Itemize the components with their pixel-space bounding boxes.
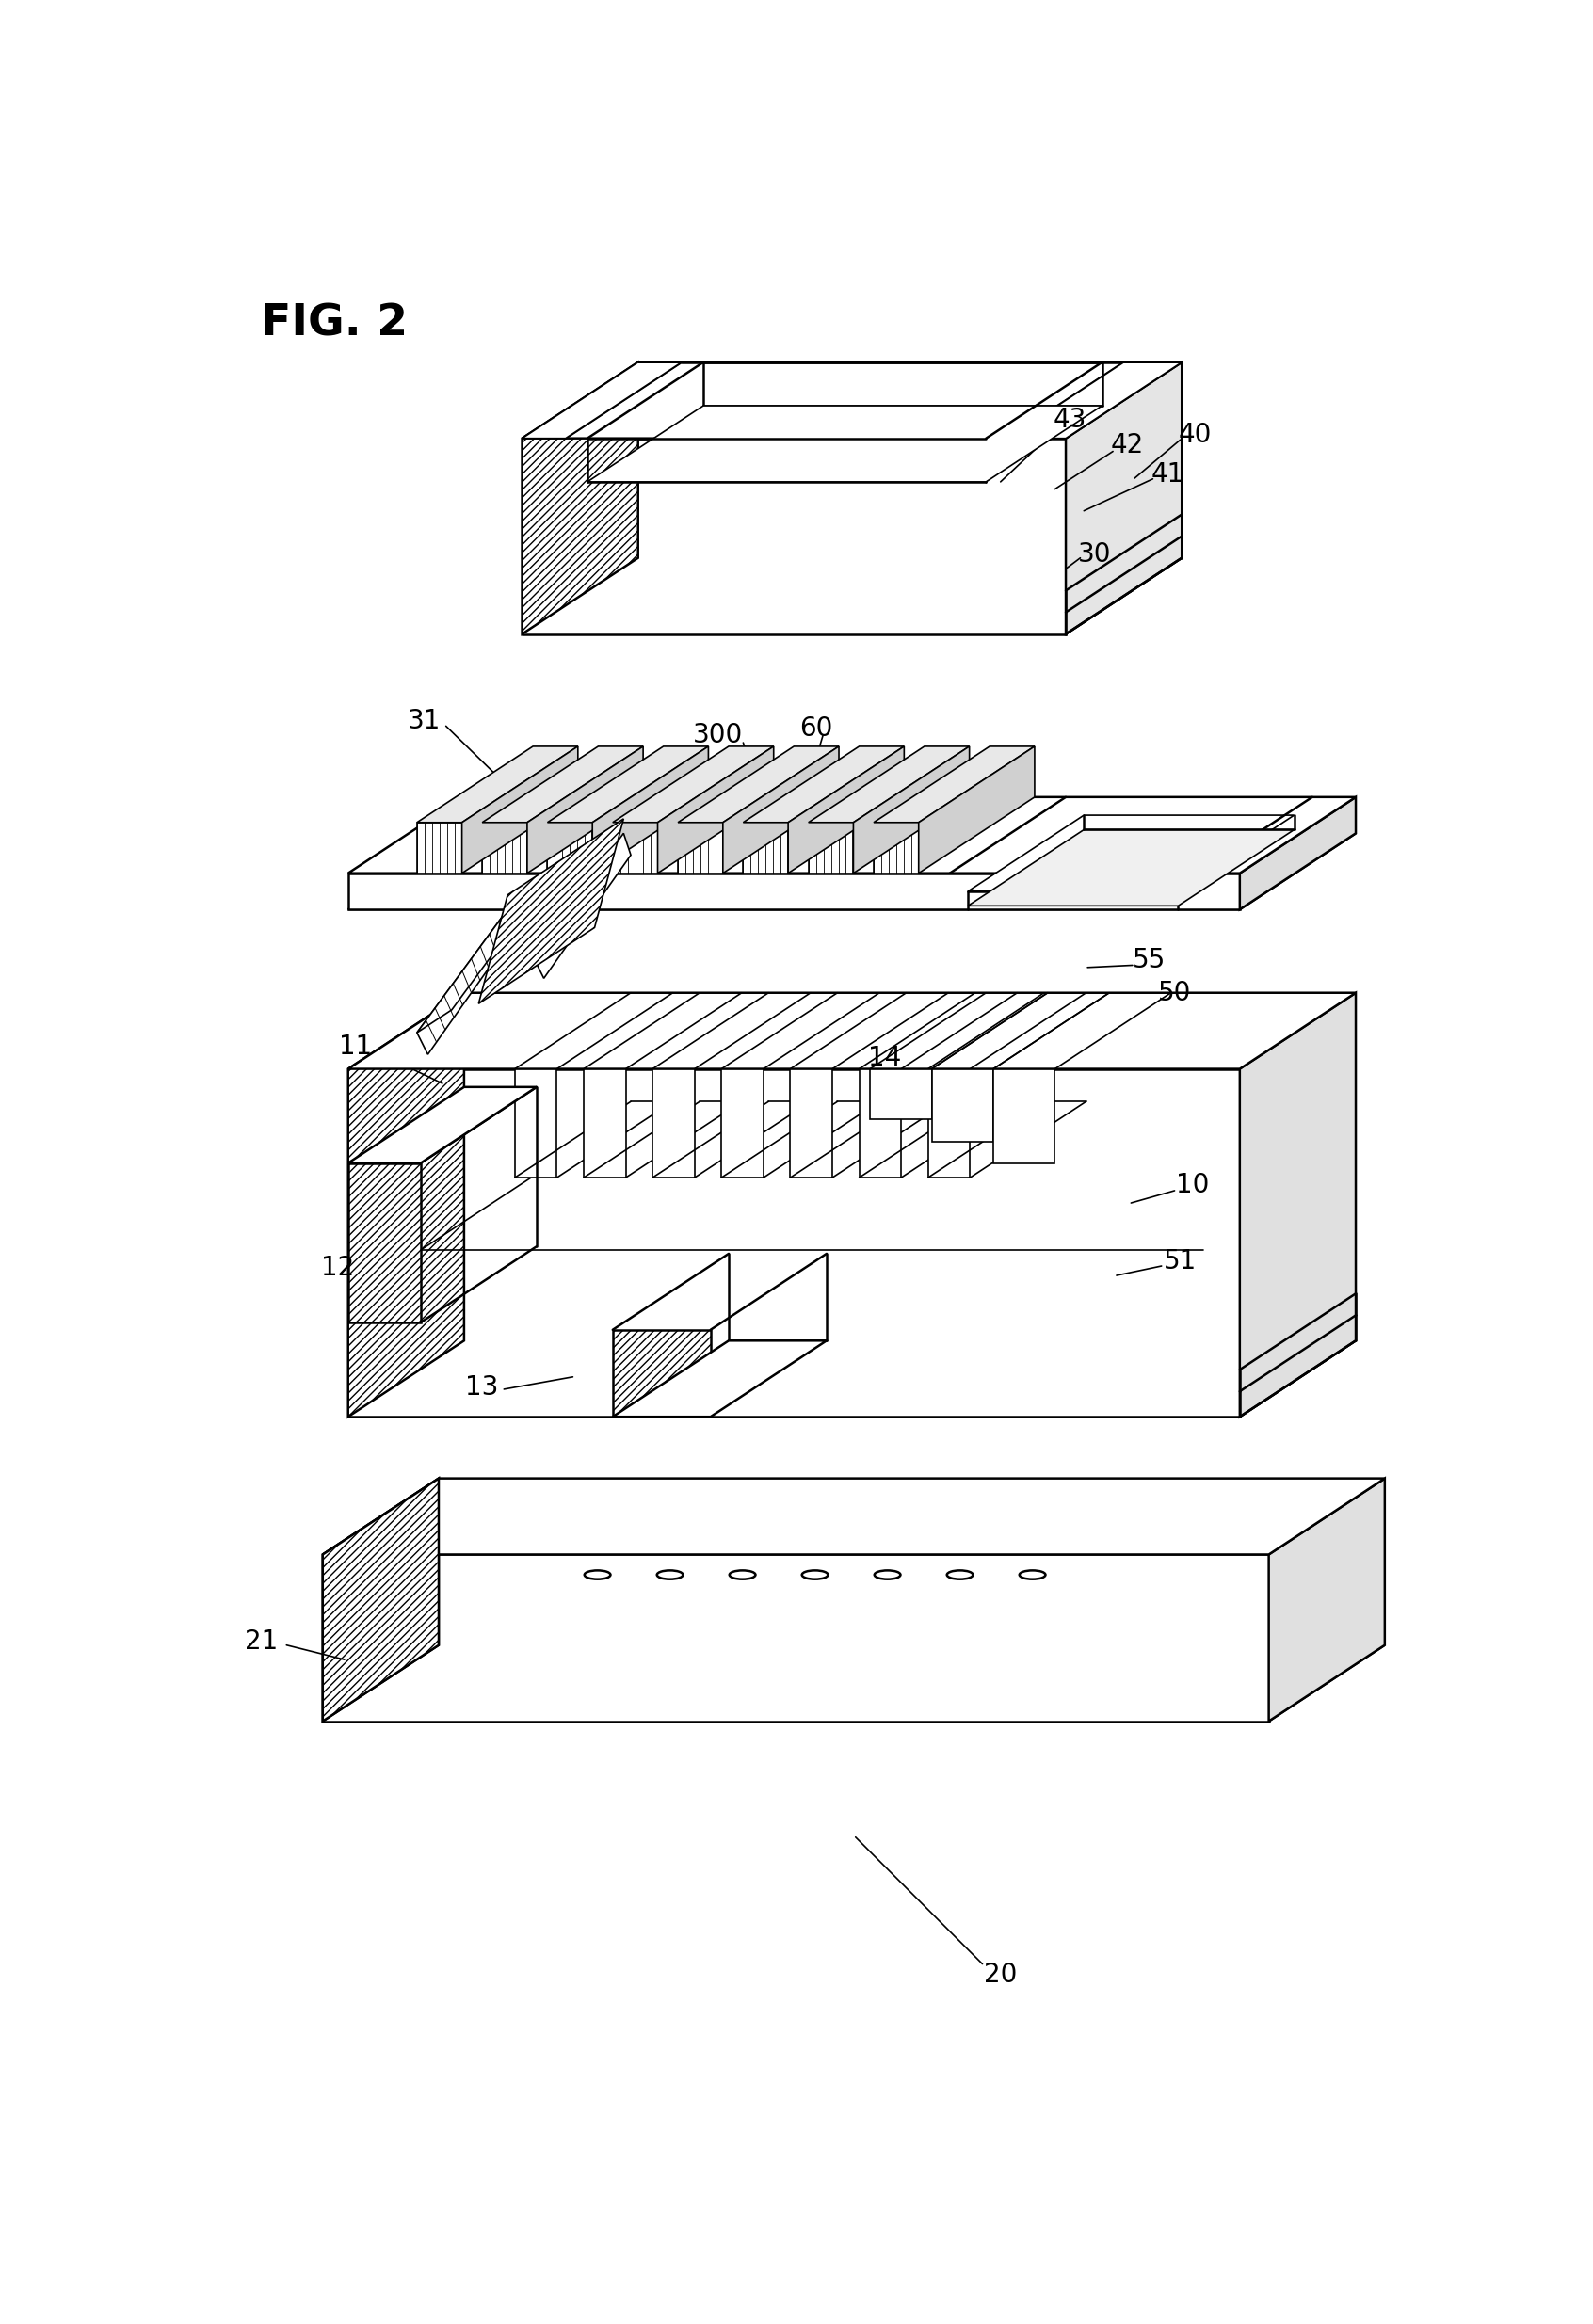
Polygon shape (349, 1088, 537, 1162)
Polygon shape (658, 746, 774, 874)
Polygon shape (1268, 1478, 1384, 1722)
Text: 42: 42 (1110, 432, 1144, 458)
Polygon shape (1008, 363, 1182, 439)
Polygon shape (790, 1069, 833, 1178)
Polygon shape (323, 1478, 438, 1722)
Polygon shape (483, 823, 527, 874)
Text: FIG. 2: FIG. 2 (261, 302, 408, 344)
Polygon shape (1239, 992, 1356, 1418)
Ellipse shape (875, 1571, 900, 1580)
Text: 300: 300 (693, 723, 742, 748)
Text: 51: 51 (1164, 1248, 1196, 1274)
Polygon shape (349, 1162, 421, 1322)
Polygon shape (527, 746, 644, 874)
Text: 30: 30 (1078, 541, 1112, 567)
Polygon shape (613, 1341, 827, 1418)
Polygon shape (593, 746, 709, 874)
Polygon shape (417, 888, 542, 1032)
Text: 55: 55 (1133, 946, 1166, 974)
Polygon shape (523, 558, 1182, 634)
Polygon shape (870, 1069, 932, 1120)
Polygon shape (417, 746, 578, 823)
Polygon shape (323, 1478, 438, 1722)
Text: 13: 13 (465, 1373, 499, 1401)
Polygon shape (723, 746, 840, 874)
Polygon shape (854, 746, 970, 874)
Polygon shape (349, 797, 1356, 874)
Polygon shape (515, 1069, 558, 1178)
Polygon shape (583, 1069, 626, 1178)
Polygon shape (679, 823, 723, 874)
Polygon shape (859, 1069, 902, 1178)
Polygon shape (349, 992, 464, 1418)
Polygon shape (1239, 797, 1356, 909)
Polygon shape (323, 1645, 1384, 1722)
Polygon shape (588, 407, 1102, 481)
Text: 40: 40 (1179, 421, 1212, 449)
Ellipse shape (801, 1571, 828, 1580)
Polygon shape (969, 830, 1294, 906)
Polygon shape (613, 823, 658, 874)
Text: 14: 14 (868, 1046, 902, 1071)
Text: 31: 31 (408, 709, 441, 734)
Text: 21: 21 (244, 1629, 277, 1655)
Polygon shape (653, 1069, 695, 1178)
Polygon shape (523, 363, 682, 439)
Text: 11: 11 (339, 1034, 371, 1060)
Polygon shape (969, 816, 1294, 892)
Polygon shape (932, 1069, 994, 1141)
Polygon shape (919, 746, 1034, 874)
Polygon shape (523, 363, 639, 634)
Ellipse shape (730, 1571, 755, 1580)
Polygon shape (994, 1069, 1055, 1162)
Text: 50: 50 (1158, 981, 1192, 1006)
Polygon shape (744, 823, 789, 874)
Polygon shape (462, 746, 578, 874)
Polygon shape (478, 818, 623, 1004)
Ellipse shape (1020, 1571, 1045, 1580)
Polygon shape (613, 1329, 710, 1418)
Polygon shape (349, 874, 1239, 909)
Polygon shape (323, 1478, 1384, 1555)
Polygon shape (349, 834, 1356, 909)
Polygon shape (417, 909, 515, 1055)
Polygon shape (523, 439, 1066, 634)
Polygon shape (722, 1069, 763, 1178)
Text: 60: 60 (800, 716, 832, 741)
Polygon shape (523, 363, 1182, 439)
Polygon shape (679, 746, 840, 823)
Polygon shape (483, 746, 644, 823)
Polygon shape (417, 823, 462, 874)
Ellipse shape (585, 1571, 610, 1580)
Text: 20: 20 (984, 1961, 1018, 1987)
Polygon shape (808, 746, 970, 823)
Polygon shape (808, 823, 854, 874)
Text: 43: 43 (1053, 407, 1086, 432)
Polygon shape (1066, 363, 1182, 634)
Ellipse shape (656, 1571, 683, 1580)
Polygon shape (548, 823, 593, 874)
Text: 12: 12 (320, 1255, 354, 1281)
Polygon shape (349, 1069, 1239, 1418)
Text: 41: 41 (1150, 462, 1184, 488)
Polygon shape (548, 746, 709, 823)
Ellipse shape (946, 1571, 973, 1580)
Polygon shape (323, 1555, 1268, 1722)
Polygon shape (349, 992, 1356, 1069)
Polygon shape (789, 746, 905, 874)
Polygon shape (613, 746, 774, 823)
Polygon shape (929, 1069, 970, 1178)
Polygon shape (873, 823, 919, 874)
Polygon shape (744, 746, 905, 823)
Polygon shape (534, 834, 631, 978)
Text: 10: 10 (1176, 1171, 1209, 1199)
Polygon shape (349, 1341, 1356, 1418)
Polygon shape (873, 746, 1034, 823)
